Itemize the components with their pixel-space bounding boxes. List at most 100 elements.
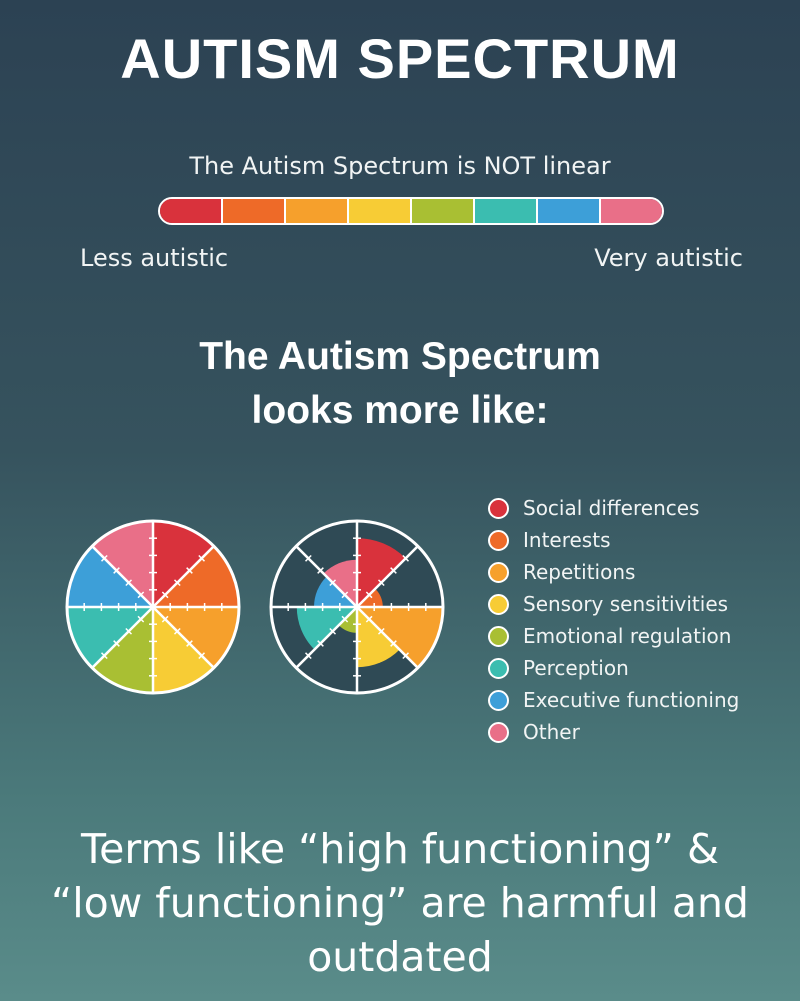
legend-item: Sensory sensitivities [488, 588, 739, 620]
wheel-segment [153, 546, 239, 607]
wheel-tick [198, 554, 206, 562]
wheel-tick [186, 640, 193, 647]
linear-caption: The Autism Spectrum is NOT linear [189, 152, 611, 180]
wheel-tick [365, 615, 373, 623]
wheel-tick [161, 615, 169, 623]
linear-bar-segment [349, 199, 412, 223]
wheel-tick [317, 640, 324, 647]
wheel-tick [173, 579, 181, 587]
page-title: AUTISM SPECTRUM [120, 27, 680, 90]
wheel-tick [137, 615, 145, 623]
wheel-tick [402, 652, 410, 660]
wheel-tick [390, 567, 397, 574]
legend-swatch [488, 593, 509, 615]
legend-item: Social differences [488, 492, 739, 524]
legend-swatch [488, 497, 509, 519]
wheel-segment [92, 521, 153, 607]
wheel-segment [67, 546, 153, 607]
wheel-segment [153, 607, 239, 668]
wheel-tick [173, 627, 181, 635]
wheel-tick [304, 554, 312, 562]
wheel-tick [317, 567, 324, 574]
wheel-spoke [356, 545, 419, 608]
wheel-tick [137, 591, 145, 599]
wheel-tick [100, 652, 108, 660]
wheel-tick [186, 567, 193, 574]
wheel-tick [198, 652, 206, 660]
wheel-tick [377, 627, 385, 635]
wheel-spoke [91, 606, 154, 669]
linear-bar-segment [601, 199, 662, 223]
wheel-segment [67, 607, 153, 668]
subtitle-line-1: The Autism Spectrum [199, 335, 601, 378]
wheel-segment [323, 559, 357, 607]
footer-message: Terms like “high functioning” & “low fun… [0, 822, 800, 984]
wheel-tick [125, 579, 133, 587]
linear-bar-segment [160, 199, 223, 223]
legend-label: Perception [523, 656, 629, 680]
wheel-segment [357, 538, 406, 607]
legend-item: Executive functioning [488, 684, 739, 716]
wheel-spoke [356, 606, 419, 669]
wheel-tick [100, 554, 108, 562]
subtitle-line-2: looks more like: [251, 389, 549, 432]
legend-item: Other [488, 716, 739, 748]
legend-swatch [488, 561, 509, 583]
legend-item: Emotional regulation [488, 620, 739, 652]
legend-label: Emotional regulation [523, 624, 732, 648]
wheel-tick [377, 579, 385, 587]
wheel-tick [304, 652, 312, 660]
wheel-segment [338, 607, 357, 633]
wheel-segment [153, 521, 214, 607]
linear-bar-segment [286, 199, 349, 223]
wheel-tick [341, 615, 349, 623]
section-subtitle: The Autism Spectrum looks more like: [0, 330, 800, 438]
wheel-tick [390, 640, 397, 647]
wheel-spoke [152, 606, 215, 669]
wheel-tick [402, 554, 410, 562]
wheel-segment [296, 607, 357, 650]
wheel-segment [153, 607, 214, 693]
linear-bar-segment [223, 199, 286, 223]
legend-label: Interests [523, 528, 611, 552]
linear-bar-segment [412, 199, 475, 223]
wheel-tick [329, 579, 337, 587]
legend-item: Perception [488, 652, 739, 684]
very-autistic-label: Very autistic [594, 244, 743, 272]
legend-item: Repetitions [488, 556, 739, 588]
legend: Social differences Interests Repetitions Se… [488, 492, 739, 748]
wheel-tick [329, 627, 337, 635]
wheel-segment [314, 576, 357, 607]
wheel-tick [125, 627, 133, 635]
wheel-spoke [152, 545, 215, 608]
wheel-rim [269, 519, 445, 695]
wheel-spoke [295, 606, 358, 669]
varied-wheel [269, 519, 445, 695]
wheel-tick [161, 591, 169, 599]
full-wheel [65, 519, 241, 695]
legend-swatch [488, 689, 509, 711]
legend-swatch [488, 721, 509, 743]
footer-line-2: “low functioning” are harmful and [51, 879, 749, 927]
wheel-tick [113, 640, 120, 647]
legend-item: Interests [488, 524, 739, 556]
legend-label: Repetitions [523, 560, 636, 584]
wheel-segment [92, 607, 153, 693]
wheel-segment [357, 588, 383, 607]
wheel-tick [341, 591, 349, 599]
less-autistic-label: Less autistic [80, 244, 229, 272]
linear-bar-segment [538, 199, 601, 223]
wheel-rim [65, 519, 241, 695]
legend-label: Executive functioning [523, 688, 740, 712]
footer-line-1: Terms like “high functioning” & [81, 825, 719, 873]
footer-line-3: outdated [307, 933, 493, 981]
legend-label: Sensory sensitivities [523, 592, 729, 616]
legend-label: Other [523, 720, 580, 744]
wheel-segment [357, 607, 400, 668]
legend-swatch [488, 529, 509, 551]
linear-bar-segment [475, 199, 538, 223]
wheel-segment [357, 607, 443, 668]
wheel-spoke [91, 545, 154, 608]
wheel-tick [113, 567, 120, 574]
legend-label: Social differences [523, 496, 700, 520]
